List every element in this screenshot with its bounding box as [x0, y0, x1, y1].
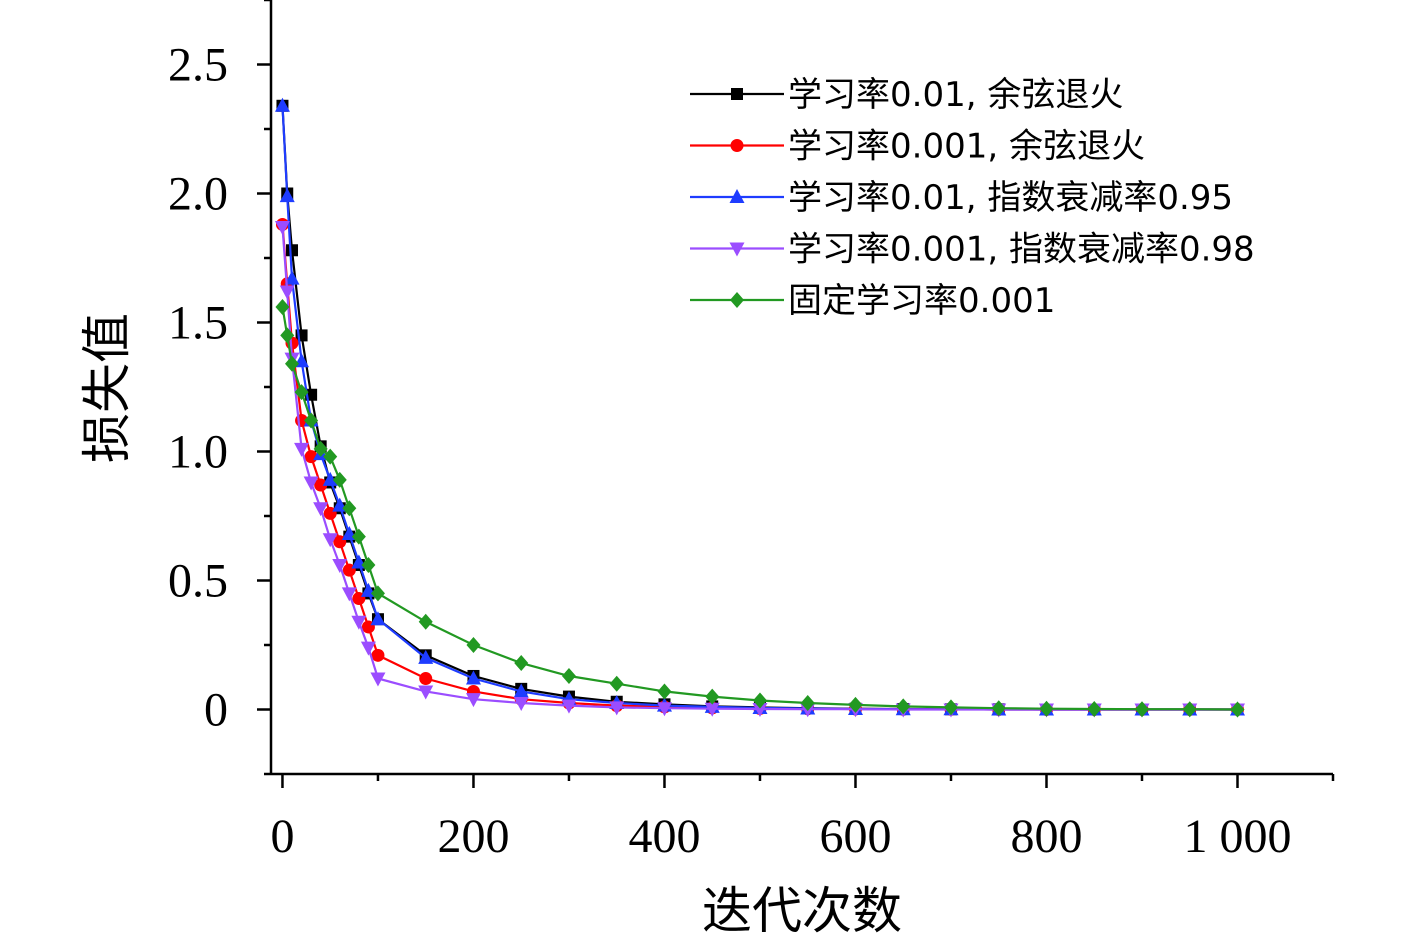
series-5-point [1039, 700, 1054, 717]
series-4-point [341, 587, 357, 602]
series-5-point [752, 692, 767, 709]
series-2-point [419, 672, 433, 686]
series-5-point [342, 500, 357, 517]
series-5-point [351, 528, 366, 545]
legend-swatch-marker [730, 292, 744, 308]
series-5-point [1230, 701, 1245, 718]
series-5-point [657, 683, 672, 700]
series-4-point [351, 615, 367, 630]
series-4-point [609, 701, 625, 716]
series-5-point [609, 675, 624, 692]
series-5-point [705, 688, 720, 705]
series-3-point [322, 471, 338, 486]
series-5-line [281, 306, 1238, 711]
series-5-point [313, 440, 328, 457]
series-3-point [418, 649, 434, 664]
series-3-point [274, 97, 290, 112]
y-tick-label: 2.5 [168, 39, 228, 92]
series-5-point [514, 655, 529, 672]
series-5-point [361, 557, 376, 574]
series-3-point [284, 270, 300, 285]
x-tick-label: 800 [1010, 810, 1082, 863]
legend-swatch-marker [729, 242, 745, 257]
series-4-point [704, 702, 720, 717]
series-4-point [513, 697, 529, 712]
legend-label: 学习率0.001, 余弦退火 [788, 127, 1145, 167]
series-5-point [896, 698, 911, 715]
legend-item: 学习率0.001, 余弦退火 [690, 127, 1145, 167]
series-5-point [294, 384, 309, 401]
series-3-point [279, 188, 295, 203]
series-3-point [513, 683, 529, 698]
y-tick-label: 0.5 [168, 555, 228, 608]
legend-label: 学习率0.001, 指数衰减率0.98 [788, 230, 1255, 270]
series-4 [274, 221, 1245, 718]
series-5-point [304, 412, 319, 429]
legend-item: 固定学习率0.001 [690, 281, 1055, 321]
series-5-point [332, 471, 347, 488]
series-4-point [465, 693, 481, 708]
series-4-point [313, 502, 329, 517]
legend-swatch-marker [731, 88, 743, 100]
series-5-point [800, 695, 815, 712]
y-axis-title: 损失值 [78, 313, 136, 463]
legend-label: 学习率0.01, 指数衰减率0.95 [788, 178, 1233, 218]
series-5 [275, 299, 1245, 718]
series-5-point [561, 667, 576, 684]
series-4-point [752, 702, 768, 717]
legend-label: 固定学习率0.001 [788, 281, 1055, 321]
series-5-point [323, 448, 338, 465]
x-tick-label: 200 [437, 810, 509, 863]
series-5-point [991, 700, 1006, 717]
legend-item: 学习率0.01, 指数衰减率0.95 [690, 178, 1233, 218]
y-tick-label: 2.0 [168, 168, 228, 221]
series-4-point [274, 221, 290, 236]
series-4-point [561, 699, 577, 714]
series-layer [274, 97, 1245, 718]
legend-label: 学习率0.01, 余弦退火 [788, 75, 1123, 115]
series-5-point [275, 299, 290, 316]
series-5-point [1134, 701, 1149, 718]
series-5-point [370, 585, 385, 602]
series-4-point [294, 442, 310, 457]
series-5-point [943, 699, 958, 716]
series-2-point [371, 648, 385, 662]
series-3-point [370, 611, 386, 626]
series-4-point [656, 702, 672, 717]
legend-item: 学习率0.01, 余弦退火 [690, 75, 1123, 115]
x-tick-label: 400 [628, 810, 700, 863]
y-tick-label: 1.5 [168, 297, 228, 350]
x-tick-label: 1 000 [1183, 810, 1291, 863]
series-4-point [332, 559, 348, 574]
x-axis-title: 迭代次数 [702, 882, 902, 940]
series-4-point [370, 672, 386, 687]
series-2 [275, 217, 1244, 716]
series-5-point [848, 696, 863, 713]
series-3-point [465, 670, 481, 685]
x-tick-label: 600 [819, 810, 891, 863]
series-1-point [286, 244, 299, 257]
series-5-point [285, 355, 300, 372]
legend-swatch-marker [729, 189, 745, 203]
x-tick-label: 0 [270, 810, 294, 863]
series-2-point [314, 478, 328, 492]
legend-item: 学习率0.001, 指数衰减率0.98 [690, 230, 1255, 270]
series-5-point [1182, 701, 1197, 718]
y-tick-label: 0 [204, 684, 228, 737]
series-4-point [418, 685, 434, 700]
series-5-point [1087, 700, 1102, 717]
series-4-point [279, 285, 295, 300]
axes-layer: 0 0.5 1.0 1.5 2.0 2.5 0 200 400 600 800 1 000 [168, 0, 1335, 863]
y-tick-label: 1.0 [168, 426, 228, 479]
series-5-point [418, 613, 433, 630]
series-5-point [466, 637, 481, 653]
series-5-point [280, 327, 295, 344]
series-4-point [303, 476, 319, 491]
legend-swatch-marker [730, 139, 744, 152]
series-2-line [281, 224, 1238, 711]
series-4-point [322, 533, 338, 548]
series-4-point [360, 641, 376, 656]
